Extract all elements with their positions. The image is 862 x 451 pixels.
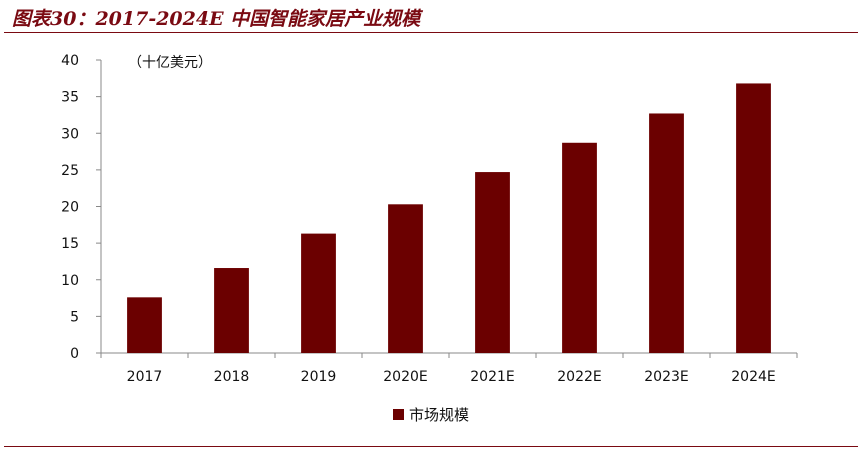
x-tick-label: 2024E bbox=[731, 369, 775, 385]
legend: 市场规模 bbox=[393, 406, 469, 424]
bottom-rule bbox=[4, 446, 858, 447]
title-rule bbox=[4, 32, 858, 33]
y-tick-label: 35 bbox=[61, 90, 79, 106]
y-tick-label: 5 bbox=[70, 309, 79, 325]
bar-2017 bbox=[127, 297, 162, 353]
x-tick-label: 2023E bbox=[644, 369, 688, 385]
x-tick-label: 2020E bbox=[383, 369, 427, 385]
legend-label: 市场规模 bbox=[409, 406, 469, 424]
bar-2024E bbox=[736, 83, 771, 353]
unit-label: （十亿美元） bbox=[128, 55, 212, 71]
bar-2020E bbox=[388, 204, 423, 353]
y-tick-label: 25 bbox=[61, 163, 79, 179]
bar-2018 bbox=[214, 268, 249, 353]
y-axis: 0 5 10 15 20 25 30 35 40 bbox=[61, 53, 102, 362]
bars bbox=[127, 83, 771, 353]
y-tick-label: 20 bbox=[61, 200, 79, 216]
legend-swatch bbox=[393, 409, 404, 420]
y-tick-label: 30 bbox=[61, 126, 79, 142]
x-tick-label: 2019 bbox=[301, 369, 337, 385]
x-tick-label: 2018 bbox=[214, 369, 250, 385]
x-tick-label: 2017 bbox=[127, 369, 163, 385]
figure-title: 图表30：2017-2024E 中国智能家居产业规模 bbox=[12, 8, 421, 30]
y-tick-label: 40 bbox=[61, 53, 79, 69]
bar-2019 bbox=[301, 233, 336, 353]
y-tick-label: 10 bbox=[61, 273, 79, 289]
y-tick-label: 0 bbox=[70, 346, 79, 362]
bar-2021E bbox=[475, 172, 510, 353]
y-tick-label: 15 bbox=[61, 236, 79, 252]
bar-2023E bbox=[649, 113, 684, 353]
bar-2022E bbox=[562, 142, 597, 353]
x-tick-label: 2021E bbox=[470, 369, 514, 385]
x-tick-label: 2022E bbox=[557, 369, 601, 385]
x-axis: 2017 2018 2019 2020E 2021E 2022E 2023E 2024E bbox=[100, 352, 798, 385]
